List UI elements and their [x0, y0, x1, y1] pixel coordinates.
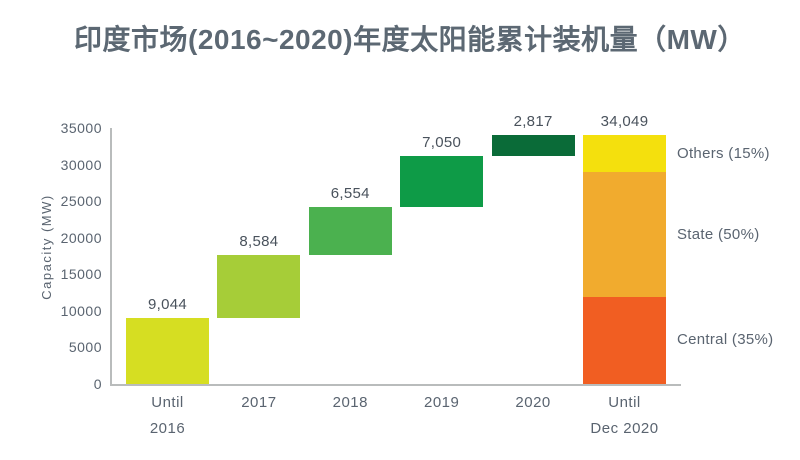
y-axis-line [110, 128, 112, 385]
segment-label: State (50%) [677, 225, 760, 243]
y-tick-label: 35000 [60, 120, 102, 136]
y-tick-label: 10000 [60, 302, 102, 319]
y-tick-label: 15000 [60, 266, 102, 283]
bar-year-2020 [491, 134, 575, 156]
x-tick-label-year-2019: 2019 [424, 394, 460, 411]
x-tick-label-until-dec-2020: Dec 2020 [590, 420, 659, 437]
y-tick-label: 0 [93, 376, 102, 392]
x-tick-label-until-2016: 2016 [149, 420, 186, 437]
y-tick-label: 5000 [68, 339, 102, 356]
bar-segment-until-dec-2020 [583, 296, 666, 384]
bar-segment-until-dec-2020 [583, 134, 666, 173]
bar-value-label: 6,554 [330, 185, 370, 203]
bar-value-label: 8,584 [239, 233, 279, 251]
chart-title: 印度市场(2016~2020)年度太阳能累计装机量（MW） [74, 24, 746, 55]
segment-label: Central (35%) [677, 331, 774, 349]
x-tick-label-until-2016: Until [151, 394, 184, 411]
segment-label: Others (15%) [677, 144, 770, 162]
x-tick-label-year-2017: 2017 [241, 394, 277, 411]
x-tick-label-year-2018: 2018 [332, 394, 368, 411]
y-tick-label: 20000 [60, 229, 102, 246]
bar-segment-until-dec-2020 [583, 172, 666, 297]
bar-value-label: 9,044 [147, 295, 188, 313]
bar-year-2018 [308, 207, 392, 256]
y-tick-label: 30000 [60, 156, 102, 173]
bar-year-2019 [400, 155, 484, 208]
x-tick-label-year-2020: 2020 [515, 394, 551, 411]
bar-value-label: 2,817 [513, 112, 553, 130]
bar-value-label: 7,050 [422, 133, 462, 151]
bar-until-2016 [126, 317, 209, 384]
y-tick-label: 25000 [60, 193, 102, 210]
bar-value-label: 34,049 [600, 112, 649, 130]
x-tick-label-until-dec-2020: Until [608, 394, 641, 411]
x-axis-line [110, 384, 681, 386]
bar-year-2017 [217, 255, 301, 318]
